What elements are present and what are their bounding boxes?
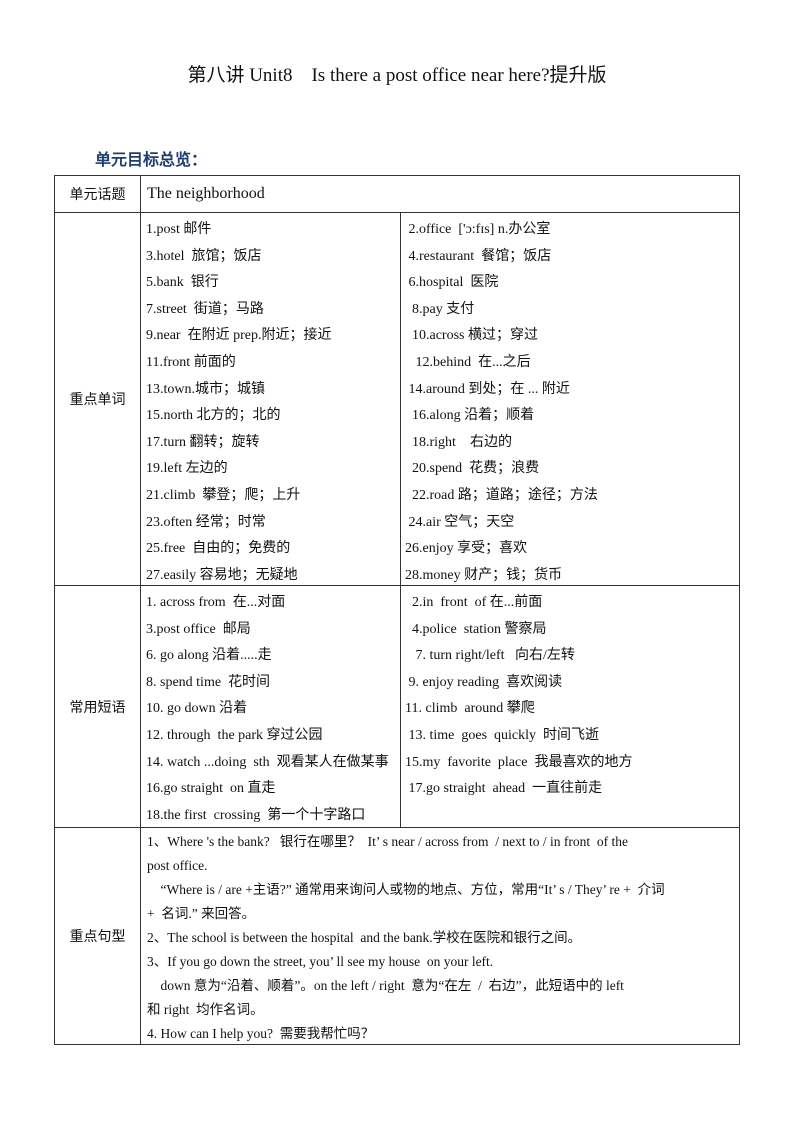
word-item: 4.restaurant 餐馆；饭店 [405, 248, 552, 264]
phrase-item: 10. go down 沿着 [146, 701, 248, 717]
words-row: 重点单词 1.post 邮件 3.hotel 旅馆；饭店 5.bank 银行 7.st… [55, 213, 739, 586]
phrase-item: 3.post office 邮局 [146, 621, 251, 637]
sentence-line: 1、Where 's the bank? 银行在哪里？ It’ s near /… [147, 834, 628, 849]
phrase-item: 8. spend time 花时间 [146, 674, 271, 690]
page-title: 第八讲 Unit8 Is there a post office near he… [187, 65, 607, 86]
sentence-line: 和 right 均作名词。 [147, 1002, 264, 1017]
phrase-item: 9. enjoy reading 喜欢阅读 [405, 674, 563, 690]
word-item: 26.enjoy 享受；喜欢 [405, 541, 528, 557]
phrase-item: 15.my favorite place 我最喜欢的地方 [405, 754, 633, 770]
sentences-row: 重点句型 1、Where 's the bank? 银行在哪里？ It’ s n… [55, 828, 739, 1044]
word-item: 10.across 横过；穿过 [405, 328, 538, 344]
word-item: 2.office ['ɔ:fɪs] n.办公室 [405, 222, 551, 237]
word-item: 22.road 路；道路；途径；方法 [405, 487, 598, 503]
word-item: 12.behind 在...之后 [405, 354, 531, 370]
topic-value: The neighborhood [147, 185, 265, 202]
word-item: 28.money 财产；钱；货币 [405, 567, 563, 583]
word-item: 25.free 自由的；免费的 [146, 541, 291, 557]
phrases-row: 常用短语 1. across from 在...对面 3.post office … [55, 586, 739, 828]
row-label: 常用短语 [55, 586, 141, 827]
word-item: 11.front 前面的 [146, 354, 236, 370]
phrase-item: 6. go along 沿着.....走 [146, 648, 272, 664]
phrases-right: 2.in front of 在...前面 4.police station 警察… [405, 590, 632, 803]
sentence-line: post office. [147, 858, 208, 873]
phrase-item: 12. through the park 穿过公园 [146, 727, 323, 743]
word-item: 9.near 在附近 prep.附近；接近 [146, 328, 332, 344]
word-item: 24.air 空气；天空 [405, 514, 515, 530]
column-divider [400, 586, 401, 827]
sentence-line: 2、The school is between the hospital and… [147, 930, 582, 945]
word-item: 17.turn 翻转；旋转 [146, 434, 260, 450]
word-item: 21.climb 攀登；爬；上升 [146, 487, 301, 503]
word-item: 20.spend 花费；浪费 [405, 461, 540, 477]
word-item: 19.left 左边的 [146, 461, 228, 477]
word-item: 5.bank 银行 [146, 275, 219, 291]
word-item: 1.post 邮件 [146, 222, 212, 237]
phrase-item: 18.the first crossing 第一个十字路口 [146, 807, 366, 823]
word-item: 14.around 到处；在 ... 附近 [405, 381, 570, 397]
row-label: 重点单词 [55, 213, 141, 585]
word-item: 8.pay 支付 [405, 301, 475, 317]
sentences-list: 1、Where 's the bank? 银行在哪里？ It’ s near /… [147, 830, 733, 1046]
word-item: 7.street 街道；马路 [146, 301, 264, 317]
word-item: 15.north 北方的；北的 [146, 408, 281, 424]
words-right: 2.office ['ɔ:fɪs] n.办公室 4.restaurant 餐馆；… [405, 217, 598, 589]
word-item: 3.hotel 旅馆；饭店 [146, 248, 262, 264]
phrases-left: 1. across from 在...对面 3.post office 邮局 6. … [146, 590, 389, 829]
row-label: 重点句型 [55, 828, 141, 1044]
sentence-line: down 意为“沿着、顺着”。on the left / right 意为“在左… [147, 978, 624, 993]
word-item: 16.along 沿着；顺着 [405, 408, 535, 424]
column-divider [400, 213, 401, 585]
phrase-item: 13. time goes quickly 时间飞逝 [405, 727, 600, 743]
phrase-item: 1. across from 在...对面 [146, 595, 286, 610]
topic-row: 单元话题 The neighborhood [55, 176, 739, 213]
word-item: 13.town.城市；城镇 [146, 381, 265, 397]
sentence-line: 3、If you go down the street, you’ ll see… [147, 954, 494, 969]
words-left: 1.post 邮件 3.hotel 旅馆；饭店 5.bank 银行 7.street … [146, 217, 331, 589]
sentence-line: 4. How can I help you? 需要我帮忙吗？ [147, 1026, 375, 1041]
word-item: 18.right 右边的 [405, 434, 512, 450]
word-item: 6.hospital 医院 [405, 275, 499, 291]
phrase-item: 2.in front of 在...前面 [405, 595, 543, 610]
phrase-item: 4.police station 警察局 [405, 621, 547, 637]
word-item: 27.easily 容易地；无疑地 [146, 567, 298, 583]
section-heading: 单元目标总览： [95, 150, 208, 169]
phrase-item: 14. watch ...doing sth 观看某人在做某事 [146, 754, 389, 770]
word-item: 23.often 经常；时常 [146, 514, 266, 530]
phrase-item: 7. turn right/left 向右/左转 [405, 648, 575, 664]
sentence-line: “Where is / are +主语?” 通常用来询问人或物的地点、方位，常用… [147, 882, 665, 897]
unit-overview-table: 单元话题 The neighborhood 重点单词 1.post 邮件 3.ho… [54, 175, 740, 1045]
phrase-item: 11. climb around 攀爬 [405, 701, 535, 717]
phrase-item: 17.go straight ahead 一直往前走 [405, 781, 603, 797]
sentence-line: + 名词.” 来回答。 [147, 906, 256, 921]
phrase-item: 16.go straight on 直走 [146, 781, 276, 797]
row-label: 单元话题 [55, 176, 141, 212]
